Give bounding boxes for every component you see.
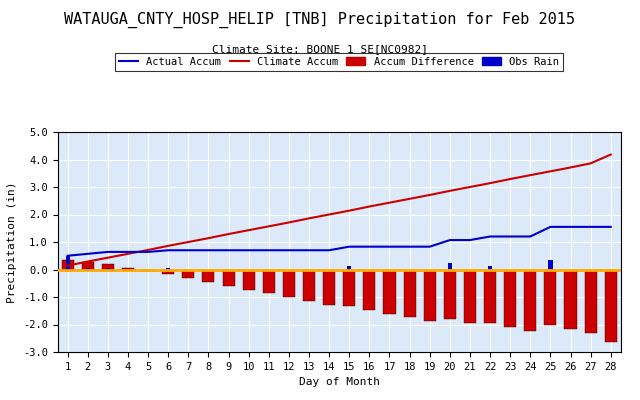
Bar [166,268,170,270]
X-axis label: Day of Month: Day of Month [299,377,380,387]
Text: WATAUGA_CNTY_HOSP_HELIP [TNB] Precipitation for Feb 2015: WATAUGA_CNTY_HOSP_HELIP [TNB] Precipitat… [65,12,575,28]
Bar [343,270,355,306]
Bar [383,270,396,314]
Bar [564,270,577,329]
Bar [106,268,110,270]
Bar [504,270,516,327]
Bar [86,268,90,270]
Bar [584,270,596,333]
Text: Climate Site: BOONE 1 SE[NC0982]: Climate Site: BOONE 1 SE[NC0982] [212,44,428,54]
Bar [424,270,436,321]
Bar [65,256,70,270]
Legend: Actual Accum, Climate Accum, Accum Difference, Obs Rain: Actual Accum, Climate Accum, Accum Diffe… [115,52,563,71]
Bar [162,270,174,274]
Bar [61,260,74,270]
Bar [243,270,255,290]
Bar [488,266,492,270]
Bar [524,270,536,331]
Bar [605,270,617,342]
Bar [448,263,452,270]
Bar [347,266,351,270]
Bar [548,260,552,270]
Bar [464,270,476,322]
Y-axis label: Precipitation (in): Precipitation (in) [7,181,17,303]
Bar [444,270,456,319]
Bar [202,270,214,282]
Bar [82,262,94,270]
Bar [283,270,295,297]
Bar [364,270,376,310]
Bar [182,270,195,278]
Bar [142,270,154,272]
Bar [484,270,496,323]
Bar [303,270,315,302]
Bar [404,270,415,317]
Bar [122,268,134,270]
Bar [323,270,335,305]
Bar [223,270,235,286]
Bar [102,264,114,270]
Bar [545,270,556,325]
Bar [263,270,275,294]
